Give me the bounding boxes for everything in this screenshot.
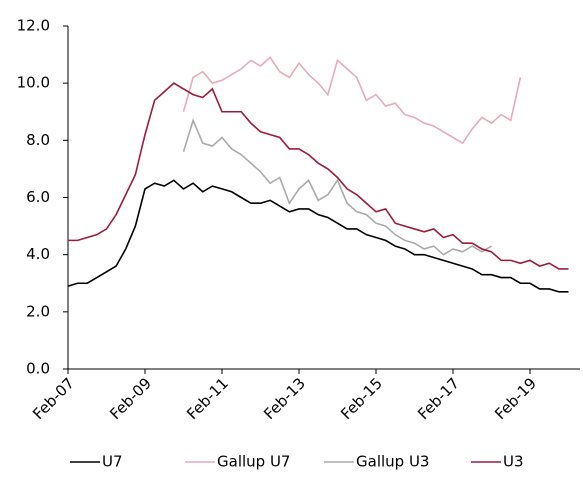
- y-tick-label: 4.0: [26, 245, 50, 263]
- legend-label: U7: [102, 453, 123, 471]
- y-tick-label: 8.0: [26, 131, 50, 149]
- x-tick-label: Feb-13: [260, 374, 309, 423]
- x-tick-label: Feb-17: [414, 374, 463, 423]
- y-tick-label: 12.0: [17, 17, 50, 35]
- legend-label: U3: [503, 453, 524, 471]
- y-tick-label: 2.0: [26, 302, 50, 320]
- x-tick-label: Feb-15: [337, 374, 386, 423]
- x-tick-label: Feb-07: [29, 374, 78, 423]
- y-tick-label: 6.0: [26, 188, 50, 206]
- series-line: [182, 56, 522, 145]
- y-tick-label: 10.0: [17, 74, 50, 92]
- series-line: [67, 179, 569, 293]
- legend-label: Gallup U7: [217, 453, 290, 471]
- x-tick-label: Feb-09: [106, 374, 155, 423]
- legend-label: Gallup U3: [356, 453, 429, 471]
- y-tick-label: 0.0: [26, 360, 50, 378]
- series-line: [68, 82, 569, 270]
- x-tick-label: Feb-11: [183, 374, 232, 423]
- series-line: [182, 117, 492, 256]
- x-tick-label: Feb-19: [491, 374, 540, 423]
